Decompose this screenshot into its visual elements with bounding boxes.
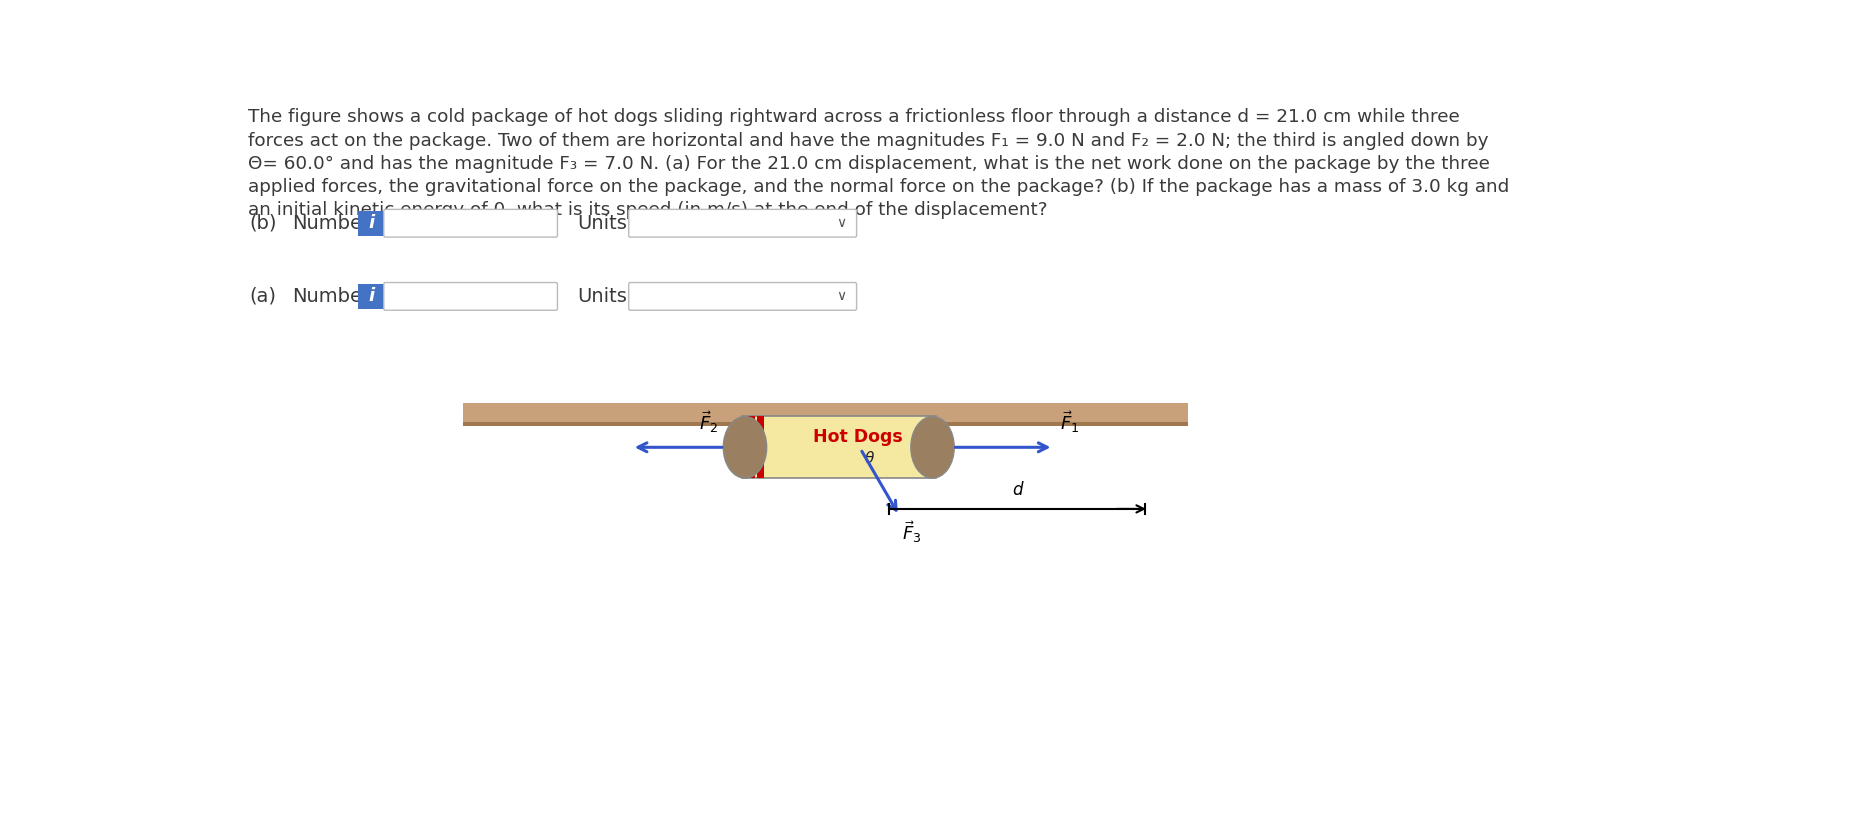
Text: Hot Dogs: Hot Dogs: [813, 428, 903, 445]
FancyBboxPatch shape: [627, 209, 856, 237]
Text: The figure shows a cold package of hot dogs sliding rightward across a frictionl: The figure shows a cold package of hot d…: [247, 108, 1459, 127]
FancyBboxPatch shape: [358, 284, 386, 308]
Text: $\vec{F}_1$: $\vec{F}_1$: [1058, 409, 1079, 435]
Text: ∨: ∨: [835, 216, 847, 230]
FancyBboxPatch shape: [384, 282, 556, 310]
FancyBboxPatch shape: [358, 211, 386, 235]
Text: Number: Number: [292, 287, 371, 306]
FancyBboxPatch shape: [384, 209, 556, 237]
Bar: [747, 417, 755, 478]
Text: i: i: [369, 287, 375, 306]
Text: Θ= 60.0° and has the magnitude F₃ = 7.0 N. (a) For the 21.0 cm displacement, wha: Θ= 60.0° and has the magnitude F₃ = 7.0 …: [247, 155, 1489, 173]
Ellipse shape: [723, 417, 766, 478]
Text: d: d: [1011, 480, 1021, 499]
Bar: [463, 402, 1187, 426]
FancyBboxPatch shape: [627, 282, 856, 310]
Text: i: i: [369, 214, 375, 232]
Text: $\vec{F}_3$: $\vec{F}_3$: [901, 519, 920, 545]
Bar: [742, 417, 935, 478]
Text: Number: Number: [292, 213, 371, 233]
Text: $\vec{F}_2$: $\vec{F}_2$: [699, 409, 717, 435]
Text: (b): (b): [249, 213, 277, 233]
Text: ∨: ∨: [835, 289, 847, 303]
Text: Units: Units: [577, 213, 627, 233]
Text: (a): (a): [249, 287, 277, 306]
Text: $\theta$: $\theta$: [863, 450, 875, 466]
Bar: [757, 417, 764, 478]
Ellipse shape: [910, 417, 953, 478]
Text: forces act on the package. Two of them are horizontal and have the magnitudes F₁: forces act on the package. Two of them a…: [247, 132, 1487, 150]
Text: an initial kinetic energy of 0, what is its speed (in m/s) at the end of the dis: an initial kinetic energy of 0, what is …: [247, 201, 1047, 219]
Text: applied forces, the gravitational force on the package, and the normal force on : applied forces, the gravitational force …: [247, 178, 1508, 196]
Bar: [463, 422, 1187, 426]
Text: Units: Units: [577, 287, 627, 306]
